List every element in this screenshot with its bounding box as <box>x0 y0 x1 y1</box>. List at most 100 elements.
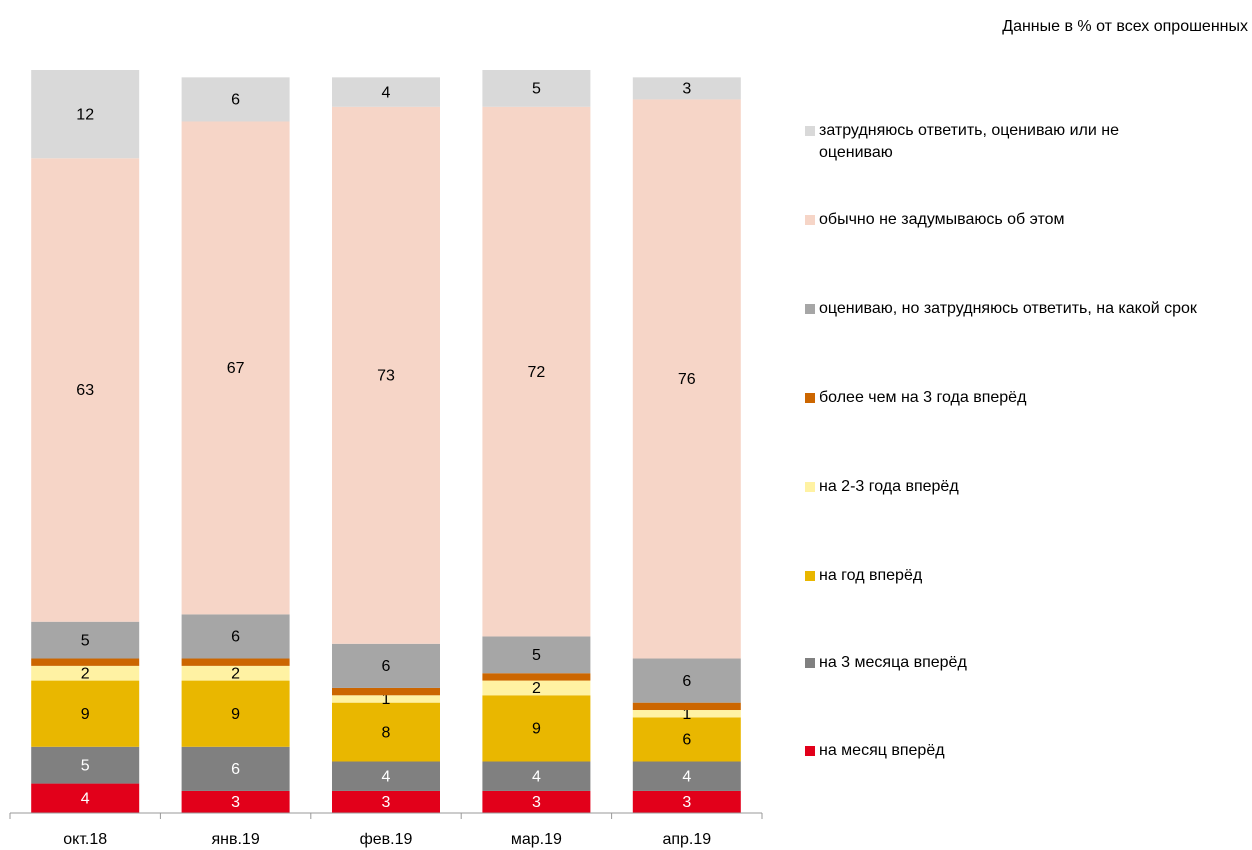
data-label: 6 <box>231 629 240 646</box>
data-label: 6 <box>682 673 691 690</box>
data-label: 6 <box>231 761 240 778</box>
bar-segment <box>181 121 290 615</box>
bar-segment <box>332 643 440 688</box>
data-label: 9 <box>532 721 541 738</box>
data-label: 2 <box>231 665 240 682</box>
bar-segment <box>181 77 290 122</box>
bar-segment <box>31 680 140 747</box>
data-label: 9 <box>81 706 90 723</box>
legend-item: обычно не задумываюсь об этом <box>805 209 1219 231</box>
bar-segment <box>482 106 591 637</box>
subtitle: Данные в % от всех опрошенных <box>1002 18 1248 35</box>
data-label: 6 <box>382 658 391 675</box>
bar-segment <box>31 746 140 784</box>
bar-segment <box>332 106 440 644</box>
data-label: 5 <box>81 757 90 774</box>
data-label: 72 <box>528 364 546 381</box>
bar-segment <box>31 158 140 622</box>
data-label: 63 <box>76 382 94 399</box>
legend-item: оцениваю, но затрудняюсь ответить, на ка… <box>805 298 1229 320</box>
legend-label: на месяц вперёд <box>819 742 945 759</box>
data-label: 3 <box>532 794 541 811</box>
legend-item: на 3 месяца вперёд <box>805 652 1219 674</box>
legend-label: на 3 месяца вперёд <box>819 654 967 671</box>
bar-segment <box>332 702 440 762</box>
data-label: 4 <box>682 768 691 785</box>
bar-segment <box>31 665 140 681</box>
data-label: 6 <box>231 92 240 109</box>
data-label: 9 <box>231 706 240 723</box>
bar-segment <box>632 658 741 703</box>
data-label: 12 <box>76 106 94 123</box>
data-label: 4 <box>382 768 391 785</box>
bar-segment <box>482 695 591 762</box>
bar-segment <box>482 761 591 791</box>
legend-label: затрудняюсь ответить, оцениваю или не оц… <box>819 122 1120 161</box>
x-tick-label: фев.19 <box>360 831 413 848</box>
bar-segment <box>632 77 741 100</box>
bar-segment <box>632 99 741 659</box>
legend-swatch <box>805 658 815 668</box>
legend-swatch <box>805 215 815 225</box>
legend-label: обычно не задумываюсь об этом <box>819 211 1065 228</box>
bar-segment <box>31 658 140 666</box>
bar-segment <box>482 673 591 681</box>
legend-item: более чем на 3 года вперёд <box>805 387 1219 409</box>
legend-swatch <box>805 304 815 314</box>
bar-segment <box>181 658 290 666</box>
legend-item: на месяц вперёд <box>805 740 1219 762</box>
legend-swatch <box>805 746 815 756</box>
data-label: 76 <box>678 371 696 388</box>
legend-swatch <box>805 482 815 492</box>
bar-segment <box>482 790 591 813</box>
legend-label: оцениваю, но затрудняюсь ответить, на ка… <box>819 300 1197 317</box>
data-label: 67 <box>227 360 245 377</box>
data-label: 8 <box>382 724 391 741</box>
data-label: 3 <box>682 794 691 811</box>
data-label: 4 <box>81 791 90 808</box>
x-tick-label: окт.18 <box>63 831 107 848</box>
bar-segment <box>632 702 741 711</box>
bar-segment <box>332 761 440 791</box>
x-tick-label: апр.19 <box>662 831 711 848</box>
bar-segment <box>181 746 290 791</box>
bar-segment <box>181 680 290 747</box>
bar-segment <box>332 687 440 696</box>
legend-swatch <box>805 393 815 403</box>
bar-segment <box>482 636 591 674</box>
bar-segment <box>632 710 741 718</box>
data-label: 3 <box>682 81 691 98</box>
legend-item: на 2-3 года вперёд <box>805 476 1219 498</box>
data-label: 3 <box>231 794 240 811</box>
bar-segment <box>31 70 140 159</box>
bar-segment <box>332 695 440 703</box>
bar-segment <box>31 783 140 813</box>
data-label: 1 <box>682 706 691 723</box>
legend-label: на год вперёд <box>819 567 923 584</box>
bar-segment <box>482 70 591 107</box>
data-label: 4 <box>382 84 391 101</box>
data-label: 73 <box>377 368 395 385</box>
data-label: 1 <box>382 691 391 708</box>
data-label: 4 <box>532 768 541 785</box>
legend-item: затрудняюсь ответить, оцениваю или не оц… <box>805 120 1174 164</box>
legend-swatch <box>805 126 815 136</box>
bar-segment <box>482 680 591 696</box>
bar-segment <box>632 790 741 813</box>
legend-item: на год вперёд <box>805 565 1219 587</box>
x-tick-label: мар.19 <box>511 831 562 848</box>
bar-segment <box>332 77 440 107</box>
legend-label: на 2-3 года вперёд <box>819 478 959 495</box>
bar-segment <box>31 621 140 659</box>
data-label: 3 <box>382 794 391 811</box>
bar-segment <box>181 790 290 813</box>
x-tick-label: янв.19 <box>211 831 259 848</box>
data-label: 2 <box>81 665 90 682</box>
legend-swatch <box>805 571 815 581</box>
data-label: 5 <box>532 81 541 98</box>
bar-segment <box>632 761 741 791</box>
bar-segment <box>332 790 440 813</box>
data-label: 2 <box>532 680 541 697</box>
bar-segment <box>181 665 290 681</box>
